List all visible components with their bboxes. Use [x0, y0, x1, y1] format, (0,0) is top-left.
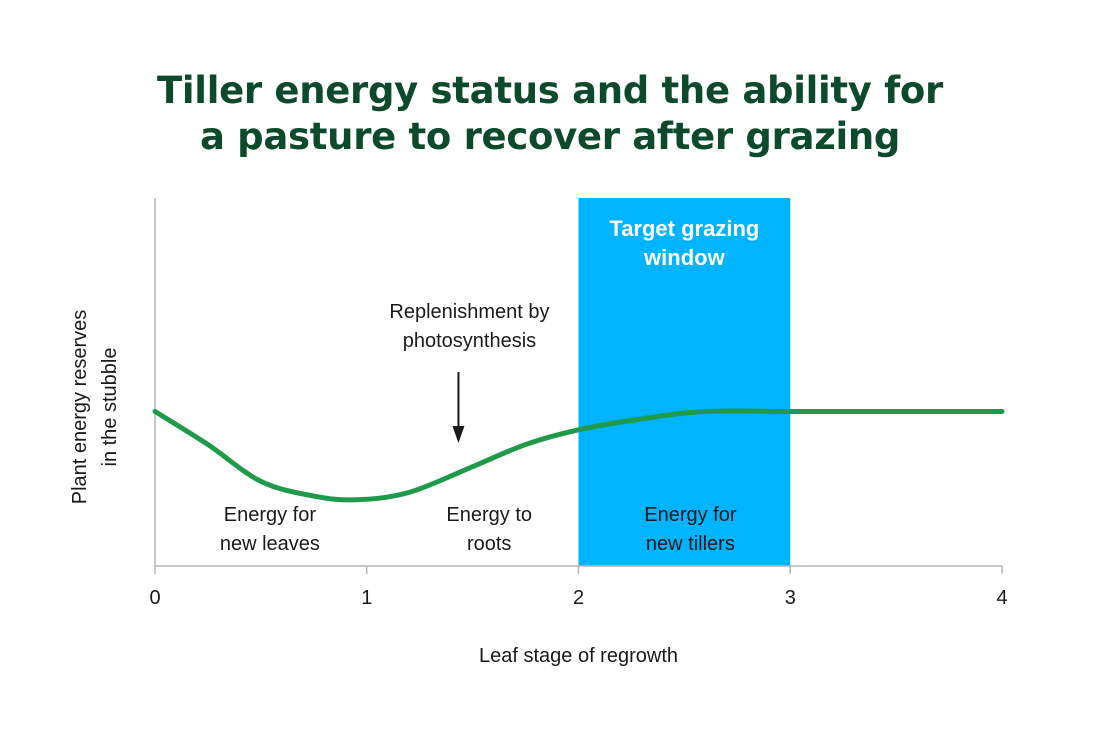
- annotation-1-line-2: new leaves: [220, 533, 320, 555]
- target-window-label-line-1: Target grazing: [609, 216, 759, 241]
- annotation-2-line-2: roots: [467, 533, 511, 555]
- annotation-3-line-1: Energy for: [644, 504, 737, 526]
- x-tick-label-1: 1: [361, 587, 372, 609]
- annotation-replenishment-line-2: photosynthesis: [403, 330, 536, 352]
- curve-layer: [152, 408, 1005, 503]
- x-tick-label-4: 4: [996, 587, 1007, 609]
- x-tick-label-3: 3: [785, 587, 796, 609]
- energy-reserve-curve: [152, 408, 1005, 503]
- chart-title: Tiller energy status and the ability for…: [0, 68, 1100, 160]
- x-axis-label: Leaf stage of regrowth: [479, 645, 678, 667]
- annotation-1-line-1: Energy for: [224, 504, 317, 526]
- annotation-3-line-2: new tillers: [646, 533, 735, 555]
- target-window-layer: [578, 198, 791, 566]
- y-axis-label-line-1: Plant energy reserves: [69, 310, 91, 505]
- annotation-replenishment-line-1: Replenishment by: [389, 301, 549, 323]
- target-grazing-window: [578, 198, 791, 566]
- labels-layer: Target grazing window 0 1 2 3 4 Leaf stage of r…: [69, 216, 1008, 667]
- annotation-2-line-1: Energy to: [446, 504, 532, 526]
- axes-layer: [154, 198, 1003, 574]
- x-tick-label-2: 2: [573, 587, 584, 609]
- x-tick-label-0: 0: [149, 587, 160, 609]
- down-arrow-head: [452, 426, 465, 443]
- chart-title-line-1: Tiller energy status and the ability for: [156, 69, 943, 112]
- target-window-label-line-2: window: [643, 245, 726, 270]
- chart-title-line-2: a pasture to recover after grazing: [199, 115, 901, 158]
- y-axis-label-line-2: in the stubble: [99, 348, 121, 467]
